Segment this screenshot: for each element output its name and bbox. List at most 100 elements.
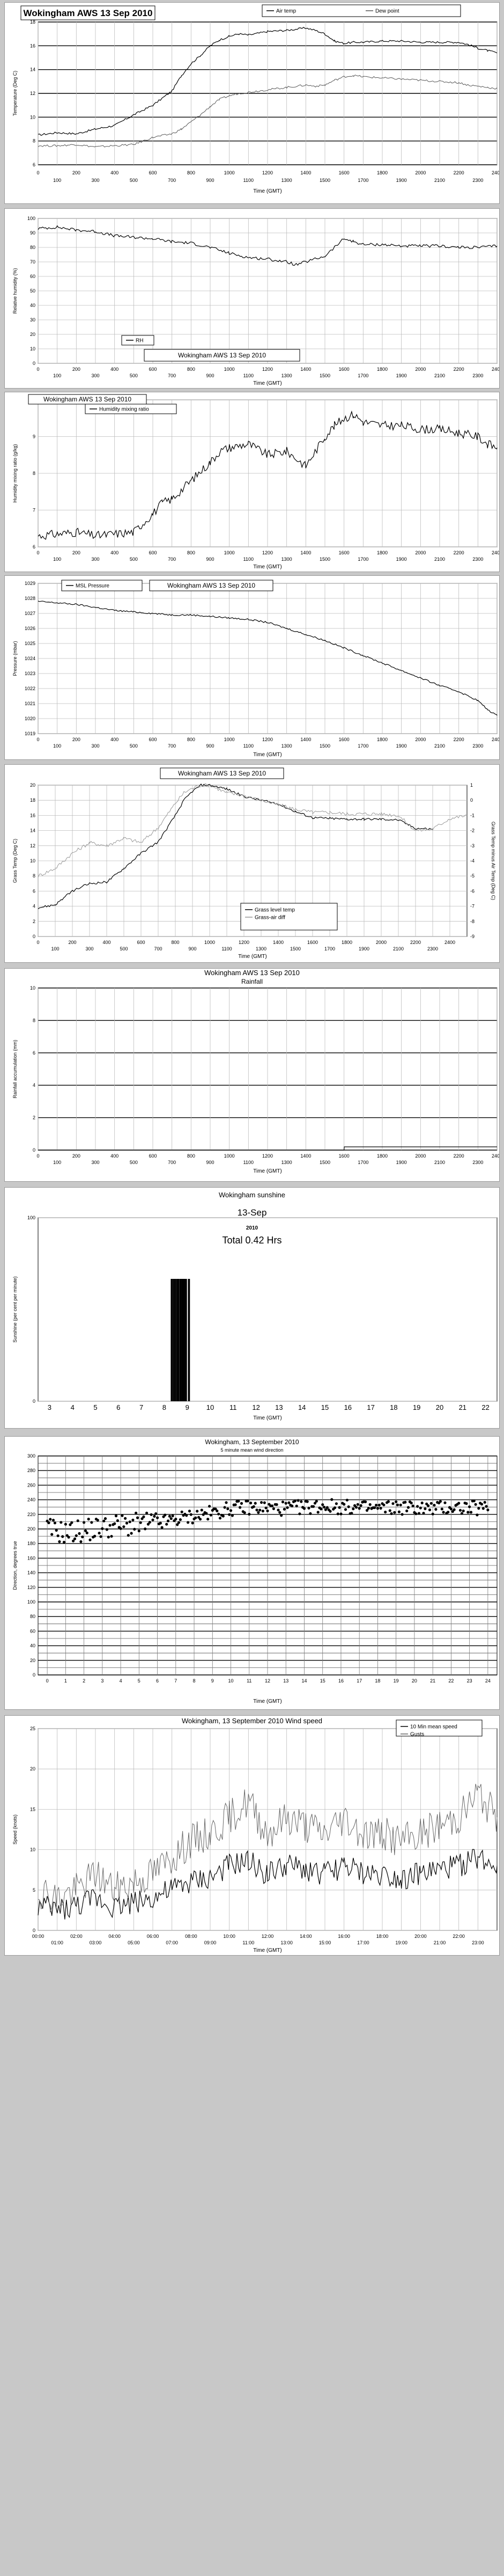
direction-point [153, 1514, 156, 1518]
direction-point [353, 1504, 357, 1507]
direction-point [429, 1502, 433, 1505]
direction-point [367, 1506, 370, 1510]
y-tick-label: 16 [30, 813, 35, 818]
x-tick-label: 01:00 [51, 1940, 63, 1945]
x-tick-label: 19 [394, 1678, 399, 1684]
direction-point [339, 1512, 343, 1516]
direction-point [133, 1527, 136, 1531]
x-axis-label: Time (GMT) [238, 954, 267, 960]
x-tick-label: 2100 [393, 946, 404, 952]
direction-point [376, 1507, 380, 1510]
x-tick-label: 800 [171, 940, 179, 945]
direction-point [477, 1506, 480, 1510]
direction-point [280, 1514, 283, 1517]
y-tick-label: 1020 [25, 716, 35, 721]
direction-point [483, 1501, 486, 1504]
direction-point [275, 1503, 278, 1506]
series-line [38, 1849, 498, 1920]
legend-box [121, 335, 154, 346]
y-right-tick-label: -2 [470, 828, 475, 833]
direction-point [411, 1504, 414, 1507]
direction-point [433, 1504, 436, 1507]
direction-point [75, 1534, 78, 1538]
x-tick-label: 22 [481, 1403, 489, 1411]
x-tick-label: 2000 [415, 170, 426, 175]
direction-point [302, 1507, 306, 1510]
direction-point [388, 1509, 391, 1512]
x-tick-label: 600 [149, 170, 157, 175]
chart-title-box [160, 767, 284, 779]
legend-label: Air temp [276, 9, 297, 14]
x-tick-label: 900 [206, 743, 214, 749]
y-tick-label: 10 [30, 858, 35, 863]
direction-point [180, 1510, 183, 1513]
y-tick-label: 260 [27, 1482, 35, 1488]
y-tick-label: 15 [30, 1806, 35, 1812]
direction-point [108, 1524, 112, 1527]
direction-point [254, 1502, 257, 1505]
x-tick-label: 1300 [256, 946, 266, 952]
y-right-tick-label: -5 [470, 873, 475, 879]
sunshine-chart-panel: 0 100 3 4 5 6 7 8 9 10 11 12 13 14 15 16 17 18 19 20 21 22 Tim… [4, 1187, 500, 1429]
direction-point [221, 1514, 225, 1518]
x-tick-label: 08:00 [185, 1934, 197, 1939]
direction-point [164, 1513, 167, 1517]
x-tick-label: 14 [298, 1403, 306, 1411]
x-tick-label: 500 [130, 743, 138, 749]
x-tick-label: 2200 [410, 940, 421, 945]
x-tick-label: 2300 [472, 1160, 483, 1165]
x-tick-label: 2200 [454, 1153, 464, 1159]
x-tick-label: 1200 [262, 1153, 273, 1159]
x-tick-label: 22 [448, 1678, 454, 1684]
y-right-tick-label: 0 [470, 797, 473, 803]
legend-label: RH [136, 338, 143, 344]
x-tick-label: 17 [367, 1403, 374, 1411]
x-tick-label: 200 [72, 550, 80, 555]
x-tick-label: 400 [110, 367, 118, 372]
x-tick-label: 2400 [492, 170, 499, 175]
y-right-tick-label: -6 [470, 888, 475, 894]
direction-point [465, 1502, 468, 1505]
y-tick-label: 0 [33, 1928, 35, 1933]
x-tick-label: 1700 [358, 743, 368, 749]
chart-subtitle: 5 minute mean wind direction [220, 1447, 283, 1453]
direction-point [78, 1532, 81, 1535]
direction-point [447, 1511, 450, 1514]
direction-point [229, 1509, 233, 1512]
x-tick-label: 1400 [300, 367, 311, 372]
direction-point [359, 1504, 362, 1507]
y-axis-label: Sunshine (per cent per minute) [12, 1276, 18, 1343]
x-tick-label: 13 [283, 1678, 288, 1684]
y-tick-label: 10 [30, 1847, 35, 1853]
x-tick-label: 500 [130, 1160, 138, 1165]
x-tick-label: 10:00 [223, 1934, 235, 1939]
direction-point [130, 1532, 133, 1535]
x-tick-label: 8 [193, 1678, 196, 1684]
temperature-chart: 6 8 10 12 14 16 18 0 200 400 600 800 1000 1200 1400 160… [12, 4, 499, 194]
x-tick-label: 9 [186, 1403, 189, 1411]
y-right-tick-label: -8 [470, 919, 475, 924]
chart-title-box [144, 349, 300, 362]
y-tick-label: 2 [33, 919, 35, 924]
x-tick-label: 2000 [415, 737, 426, 742]
direction-point [330, 1498, 333, 1501]
x-tick-label: 2400 [492, 367, 499, 372]
y-tick-label: 1024 [25, 656, 35, 661]
direction-point [324, 1508, 328, 1511]
x-tick-label: 1700 [358, 373, 368, 378]
y-tick-label: 6 [33, 162, 35, 167]
direction-point [266, 1509, 269, 1512]
direction-point [379, 1506, 382, 1510]
direction-point [174, 1518, 177, 1521]
x-tick-label: 900 [206, 373, 214, 378]
direction-point [148, 1520, 151, 1524]
direction-point [191, 1521, 194, 1525]
x-tick-label: 00:00 [32, 1934, 45, 1939]
direction-point [401, 1513, 404, 1516]
direction-point [365, 1509, 369, 1512]
direction-point [460, 1512, 464, 1515]
direction-point [422, 1512, 425, 1515]
direction-point [83, 1521, 86, 1524]
x-tick-label: 600 [149, 550, 157, 555]
x-tick-label: 2200 [454, 550, 464, 555]
